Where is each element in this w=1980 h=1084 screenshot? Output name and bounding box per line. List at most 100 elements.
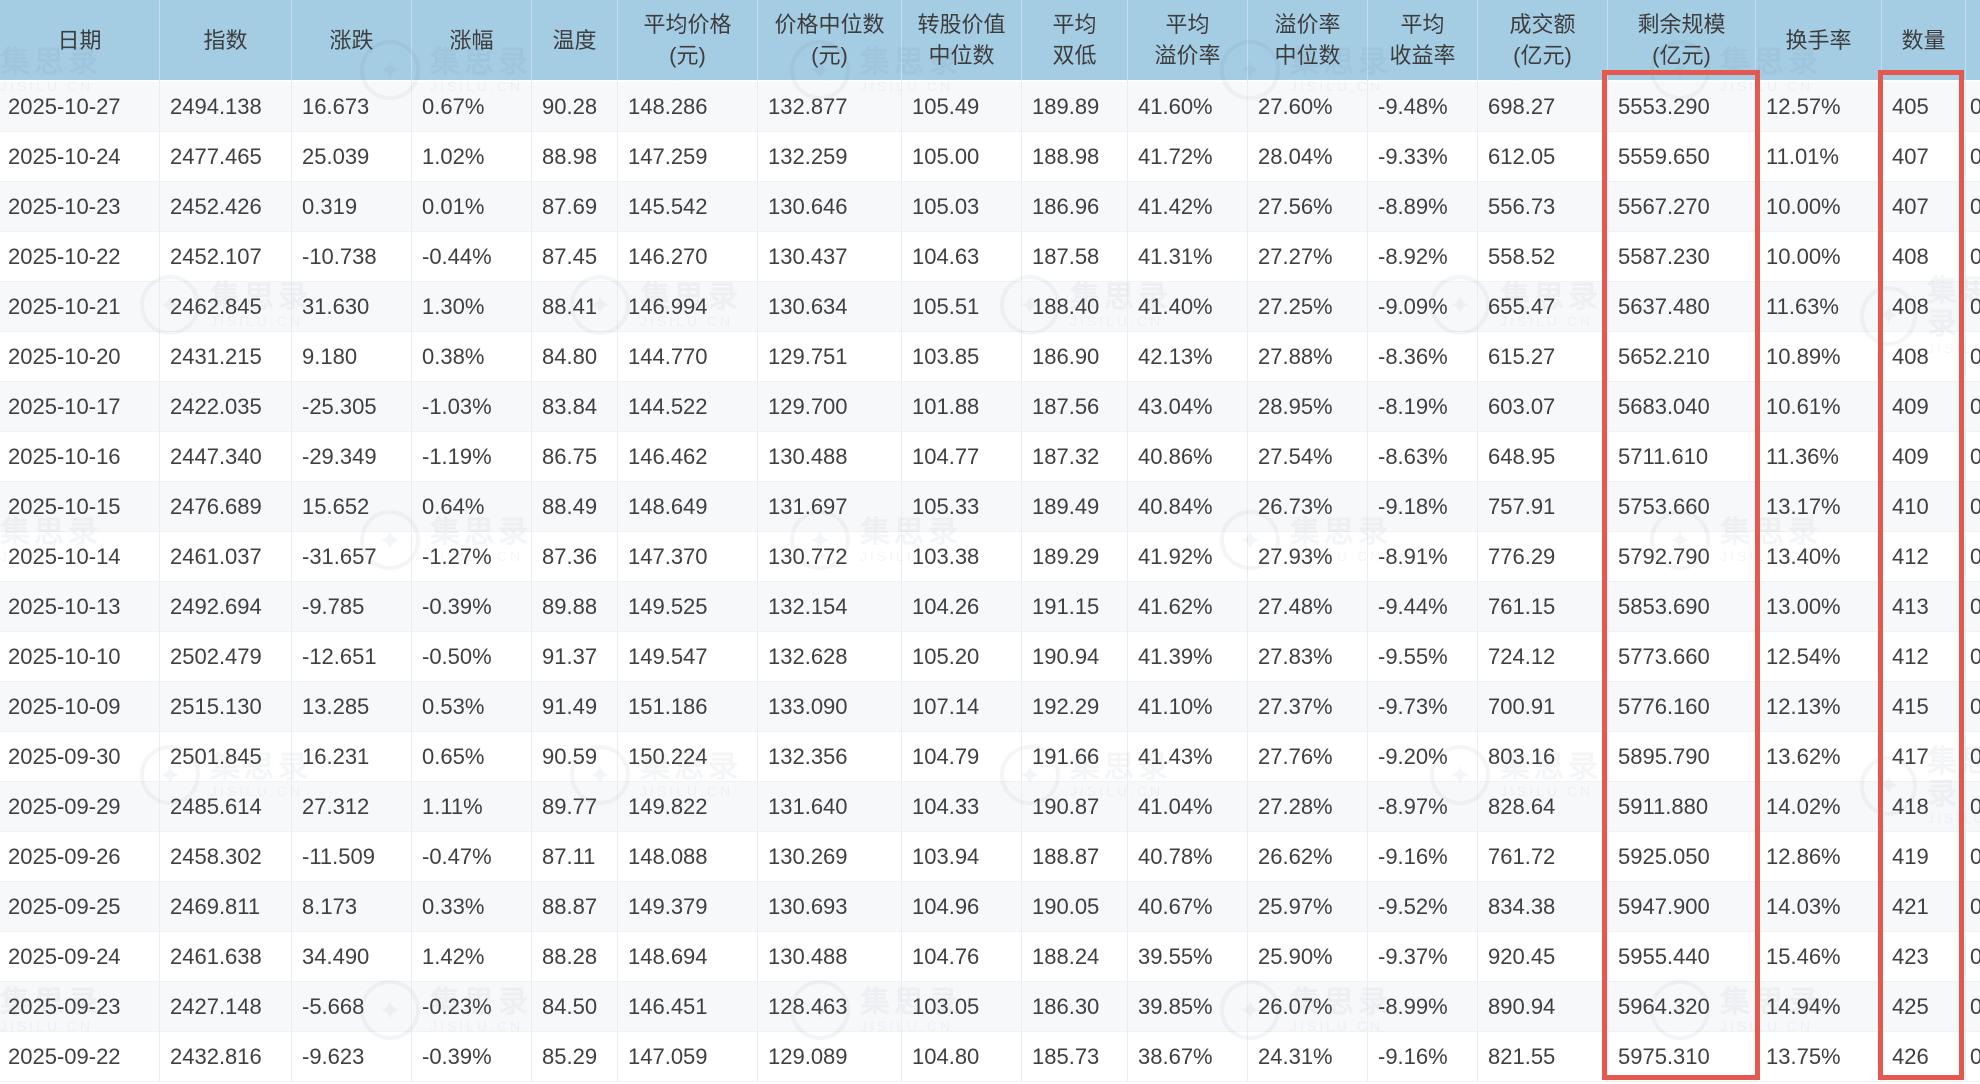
cell-avg_premium: 41.42% bbox=[1128, 182, 1248, 232]
cell-turnover_rate: 13.62% bbox=[1756, 732, 1882, 782]
cell-median_premium: 28.04% bbox=[1248, 132, 1368, 182]
cell-median_price: 129.700 bbox=[758, 382, 902, 432]
cell-remaining_size: 5975.310 bbox=[1608, 1032, 1756, 1082]
cell-avg_double_low: 188.87 bbox=[1022, 832, 1128, 882]
cell-median_premium: 27.60% bbox=[1248, 82, 1368, 132]
cell-clipped-next-column: 0 bbox=[1966, 482, 1980, 532]
cell-turnover: 920.45 bbox=[1478, 932, 1608, 982]
cell-date: 2025-10-14 bbox=[0, 532, 160, 582]
cell-median_conv_value: 107.14 bbox=[902, 682, 1022, 732]
cell-avg_yield: -8.89% bbox=[1368, 182, 1478, 232]
table-row: 2025-09-26 2458.302 -11.509 -0.47% 87.11 148.… bbox=[0, 832, 1980, 882]
cell-index: 2422.035 bbox=[160, 382, 292, 432]
cell-avg_yield: -9.20% bbox=[1368, 732, 1478, 782]
cell-avg_double_low: 189.49 bbox=[1022, 482, 1128, 532]
cell-avg_price: 148.649 bbox=[618, 482, 758, 532]
cell-median_price: 130.772 bbox=[758, 532, 902, 582]
cell-median_price: 130.634 bbox=[758, 282, 902, 332]
cell-median_price: 131.640 bbox=[758, 782, 902, 832]
cell-index: 2458.302 bbox=[160, 832, 292, 882]
cell-turnover_rate: 14.94% bbox=[1756, 982, 1882, 1032]
cell-change: -9.785 bbox=[292, 582, 412, 632]
cell-index: 2502.479 bbox=[160, 632, 292, 682]
cell-turnover: 648.95 bbox=[1478, 432, 1608, 482]
cell-count: 423 bbox=[1882, 932, 1966, 982]
column-header-median_price: 价格中位数 (元) bbox=[758, 0, 902, 82]
cell-avg_price: 146.994 bbox=[618, 282, 758, 332]
cell-median_conv_value: 104.33 bbox=[902, 782, 1022, 832]
cell-change: -25.305 bbox=[292, 382, 412, 432]
table-row: 2025-09-29 2485.614 27.312 1.11% 89.77 149.82… bbox=[0, 782, 1980, 832]
cell-avg_price: 146.270 bbox=[618, 232, 758, 282]
cell-median_conv_value: 103.85 bbox=[902, 332, 1022, 382]
cell-avg_price: 148.286 bbox=[618, 82, 758, 132]
cell-date: 2025-10-22 bbox=[0, 232, 160, 282]
cell-temperature: 90.59 bbox=[532, 732, 618, 782]
cell-median_conv_value: 101.88 bbox=[902, 382, 1022, 432]
cell-turnover_rate: 11.01% bbox=[1756, 132, 1882, 182]
cell-remaining_size: 5776.160 bbox=[1608, 682, 1756, 732]
cell-median_premium: 27.56% bbox=[1248, 182, 1368, 232]
cell-median_price: 130.488 bbox=[758, 932, 902, 982]
cell-change: -29.349 bbox=[292, 432, 412, 482]
cell-avg_premium: 42.13% bbox=[1128, 332, 1248, 382]
cell-avg_premium: 43.04% bbox=[1128, 382, 1248, 432]
cell-count: 417 bbox=[1882, 732, 1966, 782]
cell-change: -10.738 bbox=[292, 232, 412, 282]
cell-median_conv_value: 104.79 bbox=[902, 732, 1022, 782]
cell-turnover_rate: 12.54% bbox=[1756, 632, 1882, 682]
table-row: 2025-10-09 2515.130 13.285 0.53% 91.49 151.18… bbox=[0, 682, 1980, 732]
cell-change: 34.490 bbox=[292, 932, 412, 982]
cell-change_pct: 1.11% bbox=[412, 782, 532, 832]
cell-change_pct: -0.23% bbox=[412, 982, 532, 1032]
cell-avg_yield: -9.18% bbox=[1368, 482, 1478, 532]
column-header-remaining_size: 剩余规模 (亿元) bbox=[1608, 0, 1756, 82]
cell-change_pct: -1.27% bbox=[412, 532, 532, 582]
cell-median_premium: 26.62% bbox=[1248, 832, 1368, 882]
cell-avg_yield: -9.73% bbox=[1368, 682, 1478, 732]
cell-avg_double_low: 191.66 bbox=[1022, 732, 1128, 782]
cell-turnover: 890.94 bbox=[1478, 982, 1608, 1032]
cell-count: 418 bbox=[1882, 782, 1966, 832]
cell-avg_premium: 41.04% bbox=[1128, 782, 1248, 832]
cell-avg_double_low: 190.05 bbox=[1022, 882, 1128, 932]
cell-turnover: 761.72 bbox=[1478, 832, 1608, 882]
cell-turnover: 556.73 bbox=[1478, 182, 1608, 232]
cell-change: 8.173 bbox=[292, 882, 412, 932]
cell-avg_double_low: 187.58 bbox=[1022, 232, 1128, 282]
cell-median_premium: 27.27% bbox=[1248, 232, 1368, 282]
cell-change_pct: 0.53% bbox=[412, 682, 532, 732]
cell-count: 408 bbox=[1882, 232, 1966, 282]
cell-turnover: 724.12 bbox=[1478, 632, 1608, 682]
cell-turnover: 757.91 bbox=[1478, 482, 1608, 532]
cell-median_premium: 26.07% bbox=[1248, 982, 1368, 1032]
cell-remaining_size: 5567.270 bbox=[1608, 182, 1756, 232]
cell-median_conv_value: 105.03 bbox=[902, 182, 1022, 232]
cell-temperature: 88.49 bbox=[532, 482, 618, 532]
cell-date: 2025-09-25 bbox=[0, 882, 160, 932]
cell-avg_premium: 41.62% bbox=[1128, 582, 1248, 632]
cell-turnover: 698.27 bbox=[1478, 82, 1608, 132]
table-row: 2025-10-13 2492.694 -9.785 -0.39% 89.88 149.5… bbox=[0, 582, 1980, 632]
cell-index: 2452.107 bbox=[160, 232, 292, 282]
cell-index: 2452.426 bbox=[160, 182, 292, 232]
cell-temperature: 91.49 bbox=[532, 682, 618, 732]
cell-turnover_rate: 12.86% bbox=[1756, 832, 1882, 882]
cell-change_pct: -1.19% bbox=[412, 432, 532, 482]
cell-count: 407 bbox=[1882, 182, 1966, 232]
column-header-turnover: 成交额 (亿元) bbox=[1478, 0, 1608, 82]
cell-avg_price: 148.088 bbox=[618, 832, 758, 882]
cell-avg_yield: -9.16% bbox=[1368, 1032, 1478, 1082]
cell-median_premium: 27.28% bbox=[1248, 782, 1368, 832]
cell-median_price: 132.259 bbox=[758, 132, 902, 182]
cell-count: 408 bbox=[1882, 332, 1966, 382]
column-header-avg_price: 平均价格 (元) bbox=[618, 0, 758, 82]
cell-temperature: 84.80 bbox=[532, 332, 618, 382]
cell-change_pct: 0.38% bbox=[412, 332, 532, 382]
cell-temperature: 90.28 bbox=[532, 82, 618, 132]
cell-turnover_rate: 11.63% bbox=[1756, 282, 1882, 332]
cell-count: 409 bbox=[1882, 382, 1966, 432]
column-header-index: 指数 bbox=[160, 0, 292, 82]
cell-remaining_size: 5559.650 bbox=[1608, 132, 1756, 182]
